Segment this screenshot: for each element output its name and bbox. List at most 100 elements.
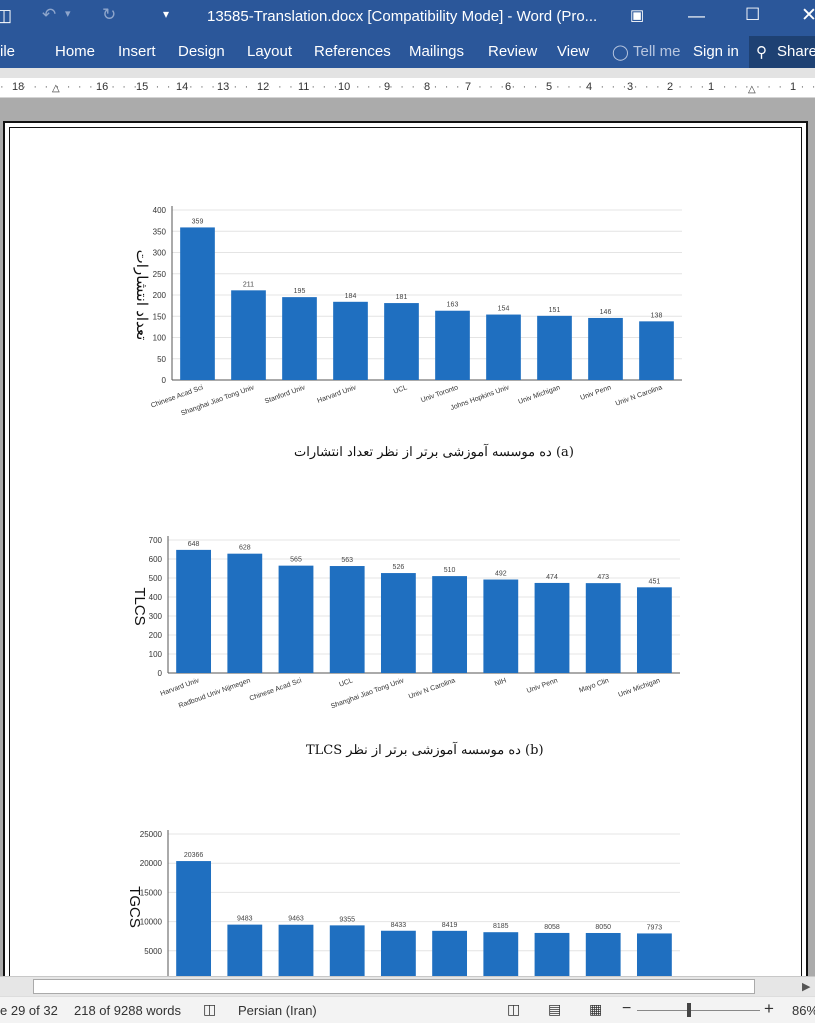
x-tick-label: Univ N Carolina xyxy=(408,677,457,700)
x-tick-label: UCL xyxy=(338,677,354,688)
tab-file[interactable]: ile xyxy=(0,43,16,60)
ruler-num: 15 xyxy=(136,81,149,93)
chart-c: 5000 10000 15000 20000 25000 TGCS 20366 9483 946… xyxy=(126,830,680,976)
tab-view[interactable]: View xyxy=(557,43,590,60)
maximize-icon[interactable]: ☐ xyxy=(745,5,761,24)
y-tick-label: 400 xyxy=(149,593,163,602)
y-tick-label: 700 xyxy=(149,536,163,545)
y-tick-label: 100 xyxy=(153,334,167,343)
indent-marker-icon[interactable]: △ xyxy=(52,83,60,94)
data-label: 526 xyxy=(393,564,405,571)
y-tick-label: 100 xyxy=(149,650,163,659)
y-tick-label: 200 xyxy=(149,631,163,640)
horizontal-ruler[interactable]: · · · · · · · · · · · · · · · · · · · · … xyxy=(0,78,815,98)
share-button[interactable]: ⚲ Share xyxy=(749,36,815,68)
ruler-num: 9 xyxy=(384,81,391,93)
data-label: 151 xyxy=(549,307,561,314)
bar xyxy=(333,301,368,380)
data-label: 146 xyxy=(600,309,612,316)
data-label: 20366 xyxy=(184,852,204,859)
data-label: 7973 xyxy=(647,924,663,931)
right-indent-marker-icon[interactable]: △ xyxy=(748,84,756,95)
y-tick-label: 500 xyxy=(149,574,163,583)
data-label: 9463 xyxy=(288,916,304,923)
bar xyxy=(176,861,212,976)
bar xyxy=(534,932,570,976)
data-label: 648 xyxy=(188,541,200,548)
x-tick-label: UCL xyxy=(393,384,409,395)
read-mode-icon[interactable]: ◫ xyxy=(507,1001,521,1017)
bar xyxy=(282,297,317,380)
lightbulb-icon[interactable]: ◯ xyxy=(612,44,629,61)
bar xyxy=(486,314,521,380)
ribbon-collapsed-area xyxy=(0,68,815,78)
undo-icon[interactable]: ↶ xyxy=(42,5,57,24)
scroll-right-icon[interactable]: ▶ xyxy=(802,981,811,993)
save-icon[interactable]: ◫ xyxy=(0,6,13,25)
y-tick-label: 300 xyxy=(153,249,167,258)
redo-icon[interactable]: ↻ xyxy=(102,5,117,24)
bar xyxy=(278,565,314,673)
language-indicator[interactable]: Persian (Iran) xyxy=(238,1003,317,1018)
y-tick-label: 600 xyxy=(149,555,163,564)
x-tick-label: Mayo Clin xyxy=(578,677,610,694)
ribbon-display-icon[interactable]: ▣ xyxy=(630,7,645,24)
zoom-out-icon[interactable]: − xyxy=(622,1000,632,1017)
tab-insert[interactable]: Insert xyxy=(118,43,156,60)
bar xyxy=(432,576,468,673)
tab-home[interactable]: Home xyxy=(55,43,96,60)
data-label: 9483 xyxy=(237,916,253,923)
tab-design[interactable]: Design xyxy=(178,43,225,60)
tab-layout[interactable]: Layout xyxy=(247,43,293,60)
ruler-num: 18 xyxy=(12,81,25,93)
ruler-num: 2 xyxy=(667,81,674,93)
horizontal-scrollbar[interactable]: ▶ xyxy=(0,976,815,996)
data-label: 8419 xyxy=(442,922,458,929)
document-page[interactable] xyxy=(3,121,808,981)
ruler-num: 16 xyxy=(96,81,109,93)
y-tick-label: 250 xyxy=(153,270,167,279)
data-label: 8050 xyxy=(595,924,611,931)
data-label: 211 xyxy=(243,281,254,288)
y-tick-label: 5000 xyxy=(144,947,162,956)
page-count[interactable]: e 29 of 32 xyxy=(0,1003,58,1018)
zoom-in-icon[interactable]: + xyxy=(764,999,774,1018)
undo-dropdown-icon[interactable]: ▾ xyxy=(65,8,71,20)
bar xyxy=(380,930,416,976)
tell-me-box[interactable]: Tell me xyxy=(633,43,681,60)
word-count[interactable]: 218 of 9288 words xyxy=(74,1003,181,1018)
minimize-icon[interactable]: — xyxy=(688,6,705,25)
data-label: 492 xyxy=(495,571,507,578)
bar xyxy=(329,925,365,976)
zoom-slider[interactable] xyxy=(637,1010,760,1011)
tab-mailings[interactable]: Mailings xyxy=(409,43,465,60)
tab-review[interactable]: Review xyxy=(488,43,538,60)
bar xyxy=(534,582,570,673)
print-layout-icon[interactable]: ▤ xyxy=(548,1001,562,1017)
bar xyxy=(176,549,212,673)
bar xyxy=(636,933,672,976)
page-border xyxy=(9,127,802,981)
tab-references[interactable]: References xyxy=(314,43,391,60)
zoom-slider-thumb[interactable] xyxy=(687,1003,691,1017)
scrollbar-thumb[interactable] xyxy=(33,979,755,994)
y-tick-label: 0 xyxy=(158,669,163,678)
y-tick-label: 300 xyxy=(149,612,163,621)
chart-a: 0 50 100 150 200 250 300 350 400 تعداد انتشارات 35… xyxy=(133,206,682,417)
y-axis-label: تعداد انتشارات xyxy=(133,250,150,341)
title-bar: ◫ ↶ ▾ ↻ ▾ 13585-Translation.docx [Compat… xyxy=(0,0,815,36)
data-label: 628 xyxy=(239,545,251,552)
zoom-level[interactable]: 86% xyxy=(792,1003,815,1018)
ruler-num: 3 xyxy=(627,81,634,93)
data-label: 138 xyxy=(651,312,663,319)
customize-toolbar-icon[interactable]: ▾ xyxy=(163,7,170,21)
proofing-icon[interactable]: ◫ xyxy=(203,1001,217,1017)
sign-in-link[interactable]: Sign in xyxy=(693,43,739,60)
close-icon[interactable]: ✕ xyxy=(801,5,815,26)
web-layout-icon[interactable]: ▦ xyxy=(589,1001,603,1017)
y-tick-label: 15000 xyxy=(140,888,163,897)
y-tick-label: 25000 xyxy=(140,830,163,839)
bar xyxy=(588,317,623,380)
bar xyxy=(585,932,621,976)
bar xyxy=(329,566,365,673)
